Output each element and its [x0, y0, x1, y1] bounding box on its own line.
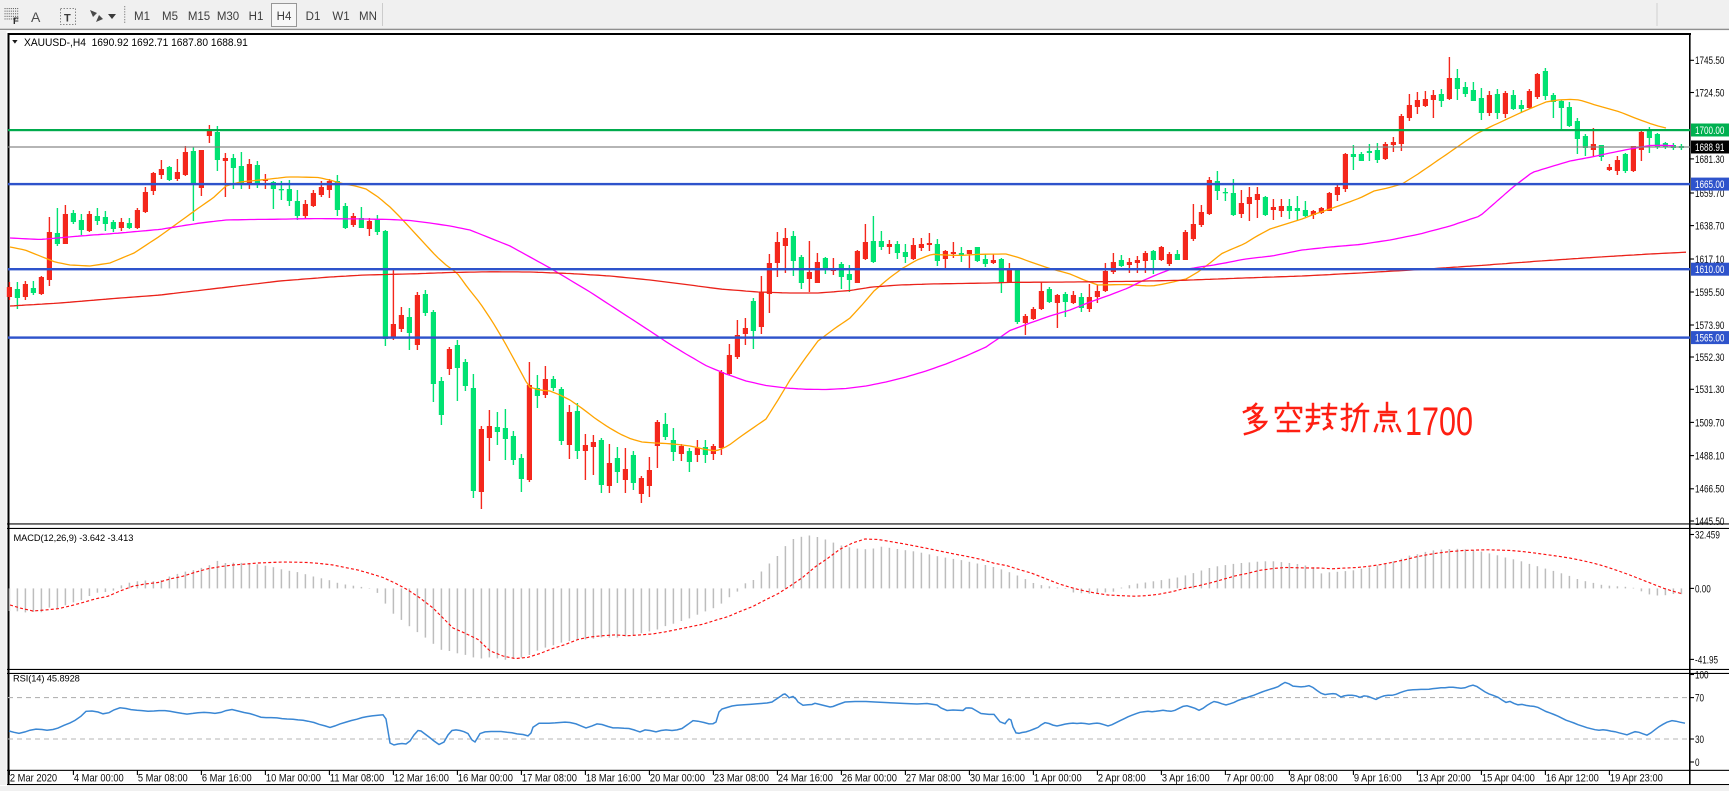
svg-text:23 Mar 08:00: 23 Mar 08:00	[714, 773, 769, 785]
svg-text:A: A	[31, 9, 41, 25]
svg-text:20 Mar 00:00: 20 Mar 00:00	[650, 773, 705, 785]
svg-text:MACD(12,26,9) -3.642 -3.413: MACD(12,26,9) -3.642 -3.413	[14, 533, 134, 543]
svg-text:30 Mar 16:00: 30 Mar 16:00	[970, 773, 1025, 785]
svg-text:100: 100	[1695, 669, 1709, 682]
svg-text:D1: D1	[306, 11, 321, 23]
svg-text:1700.00: 1700.00	[1695, 125, 1724, 138]
svg-text:15 Apr 04:00: 15 Apr 04:00	[1482, 773, 1535, 785]
svg-text:1531.30: 1531.30	[1695, 384, 1724, 397]
svg-text:RSI(14) 45.8928: RSI(14) 45.8928	[13, 674, 80, 684]
svg-text:16 Apr 12:00: 16 Apr 12:00	[1546, 773, 1599, 785]
svg-text:7 Apr 00:00: 7 Apr 00:00	[1226, 773, 1274, 785]
svg-text:1610.00: 1610.00	[1695, 264, 1724, 277]
svg-text:4 Mar 00:00: 4 Mar 00:00	[74, 773, 124, 785]
svg-text:1724.50: 1724.50	[1695, 87, 1724, 100]
svg-text:1466.50: 1466.50	[1695, 484, 1724, 497]
svg-text:27 Mar 08:00: 27 Mar 08:00	[906, 773, 961, 785]
svg-text:10 Mar 00:00: 10 Mar 00:00	[266, 773, 321, 785]
svg-text:M15: M15	[188, 11, 210, 23]
svg-text:1565.00: 1565.00	[1695, 333, 1724, 346]
svg-text:M1: M1	[134, 11, 150, 23]
svg-text:16 Mar 00:00: 16 Mar 00:00	[458, 773, 513, 785]
svg-text:T: T	[64, 13, 71, 25]
svg-text:M5: M5	[162, 11, 178, 23]
svg-text:XAUUSD-,H4 1690.92 1692.71 16: XAUUSD-,H4 1690.92 1692.71 1687.80 1688.…	[24, 37, 248, 49]
svg-text:3 Apr 16:00: 3 Apr 16:00	[1162, 773, 1210, 785]
svg-text:F: F	[13, 16, 19, 27]
svg-text:1 Apr 00:00: 1 Apr 00:00	[1034, 773, 1082, 785]
svg-text:17 Mar 08:00: 17 Mar 08:00	[522, 773, 577, 785]
svg-text:18 Mar 16:00: 18 Mar 16:00	[586, 773, 641, 785]
svg-text:1665.00: 1665.00	[1695, 179, 1724, 192]
svg-text:1688.91: 1688.91	[1695, 142, 1724, 155]
svg-text:32.459: 32.459	[1695, 529, 1720, 542]
svg-text:0: 0	[1695, 757, 1700, 770]
svg-text:M30: M30	[217, 11, 239, 23]
svg-text:-41.95: -41.95	[1695, 654, 1718, 667]
svg-text:1445.50: 1445.50	[1695, 516, 1724, 529]
svg-text:0.00: 0.00	[1695, 583, 1711, 596]
svg-text:2 Apr 08:00: 2 Apr 08:00	[1098, 773, 1146, 785]
svg-text:13 Apr 20:00: 13 Apr 20:00	[1418, 773, 1471, 785]
svg-text:1595.50: 1595.50	[1695, 287, 1724, 300]
svg-text:1573.90: 1573.90	[1695, 320, 1724, 333]
svg-text:24 Mar 16:00: 24 Mar 16:00	[778, 773, 833, 785]
svg-text:6 Mar 16:00: 6 Mar 16:00	[202, 773, 252, 785]
svg-text:5 Mar 08:00: 5 Mar 08:00	[138, 773, 188, 785]
svg-text:1659.70: 1659.70	[1695, 188, 1724, 201]
svg-text:H1: H1	[249, 11, 264, 23]
svg-text:1681.30: 1681.30	[1695, 154, 1724, 167]
svg-text:1745.50: 1745.50	[1695, 55, 1724, 68]
svg-text:30: 30	[1695, 734, 1704, 747]
svg-text:26 Mar 00:00: 26 Mar 00:00	[842, 773, 897, 785]
svg-text:1509.70: 1509.70	[1695, 417, 1724, 430]
svg-text:12 Mar 16:00: 12 Mar 16:00	[394, 773, 449, 785]
svg-text:8 Apr 08:00: 8 Apr 08:00	[1290, 773, 1338, 785]
svg-text:11 Mar 08:00: 11 Mar 08:00	[330, 773, 385, 785]
svg-text:2 Mar 2020: 2 Mar 2020	[10, 773, 58, 785]
svg-text:19 Apr 23:00: 19 Apr 23:00	[1610, 773, 1663, 785]
svg-text:1638.70: 1638.70	[1695, 220, 1724, 233]
svg-text:1488.10: 1488.10	[1695, 450, 1724, 463]
svg-text:70: 70	[1695, 692, 1704, 705]
svg-text:W1: W1	[332, 11, 349, 23]
svg-text:1700: 1700	[1405, 400, 1473, 444]
svg-text:H4: H4	[277, 11, 292, 23]
svg-text:1552.30: 1552.30	[1695, 352, 1724, 365]
svg-text:9 Apr 16:00: 9 Apr 16:00	[1354, 773, 1402, 785]
svg-text:MN: MN	[359, 11, 377, 23]
